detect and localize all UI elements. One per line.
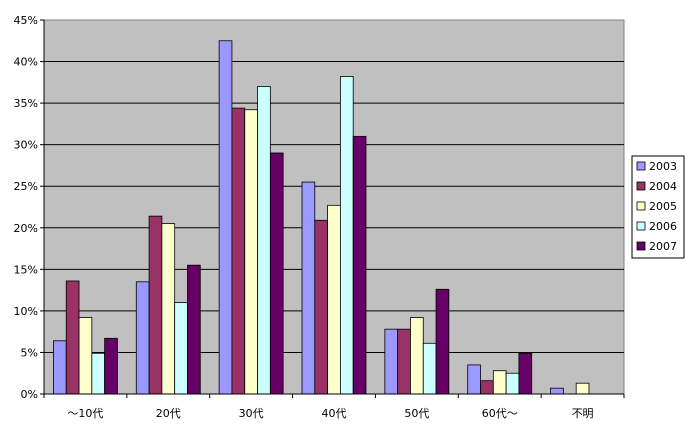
y-tick-label: 5% [21,346,38,359]
bar-2004-6 [480,380,494,395]
bar-2003-6 [467,364,481,395]
y-axis: 0% 5% 10% 15% 20% 25% 30% 35% 40% 45% [14,14,45,401]
bar-2006-3 [257,86,271,395]
bar-2005-3 [244,109,258,395]
legend-label-2007: 2007 [649,240,677,253]
x-tick-label: 不明 [572,407,594,420]
bars [53,40,590,395]
legend: 2003 2004 2005 2006 2007 [631,155,685,259]
y-tick-label: 20% [14,222,38,235]
bar-2006-1 [91,352,106,395]
legend-label-2004: 2004 [649,180,677,193]
x-tick-label: 30代 [239,407,264,420]
bar-2004-4 [314,219,328,395]
bar-2006-6 [505,372,520,395]
bar-2007-4 [352,135,367,395]
legend-swatch-2005 [636,201,646,211]
bar-2003-4 [301,181,316,395]
bar-2005-6 [492,370,507,395]
legend-label-2003: 2003 [649,160,677,173]
bar-2006-4 [339,76,354,395]
legend-swatch-2007 [636,241,646,251]
x-tick-label: ～10代 [67,407,103,420]
bar-2003-3 [218,40,233,395]
bar-2003-2 [135,281,150,395]
y-tick-label: 15% [14,263,38,276]
bar-2006-5 [422,342,437,395]
legend-swatch-2006 [636,221,646,231]
x-axis: ～10代 20代 30代 40代 50代 60代～ 不明 [43,393,625,420]
legend-label-2005: 2005 [649,200,677,213]
bar-2004-5 [397,328,411,395]
bar-2003-5 [384,328,399,395]
legend-box [631,155,685,259]
bar-2007-2 [187,264,201,395]
bar-2003-7 [550,387,564,395]
y-tick-label: 45% [14,14,38,27]
bar-2004-1 [65,280,80,395]
y-tick-label: 40% [14,56,38,69]
y-tick-label: 30% [14,139,38,152]
x-tick-label: 60代～ [482,407,518,420]
legend-swatch-2004 [636,181,646,191]
y-tick-label: 10% [14,305,38,318]
bar-2005-4 [327,204,341,395]
bar-2004-2 [148,215,163,395]
bar-2005-7 [575,382,590,395]
bar-2005-5 [410,317,424,395]
y-tick-label: 0% [21,388,38,401]
x-tick-label: 40代 [322,407,347,420]
bar-2005-1 [78,317,93,395]
y-tick-label: 35% [14,97,38,110]
bar-2004-3 [231,107,246,395]
bar-2006-2 [174,302,188,395]
bar-2007-3 [269,152,284,395]
x-tick-label: 50代 [404,407,429,420]
bar-2003-1 [53,340,67,395]
legend-swatch-2003 [636,161,646,171]
bar-2007-6 [518,352,533,395]
bar-2007-5 [435,288,450,395]
legend-label-2006: 2006 [649,220,677,233]
bar-2007-1 [104,337,118,395]
bar-2005-2 [161,223,176,395]
y-tick-label: 25% [14,180,38,193]
x-tick-label: 20代 [156,407,181,420]
